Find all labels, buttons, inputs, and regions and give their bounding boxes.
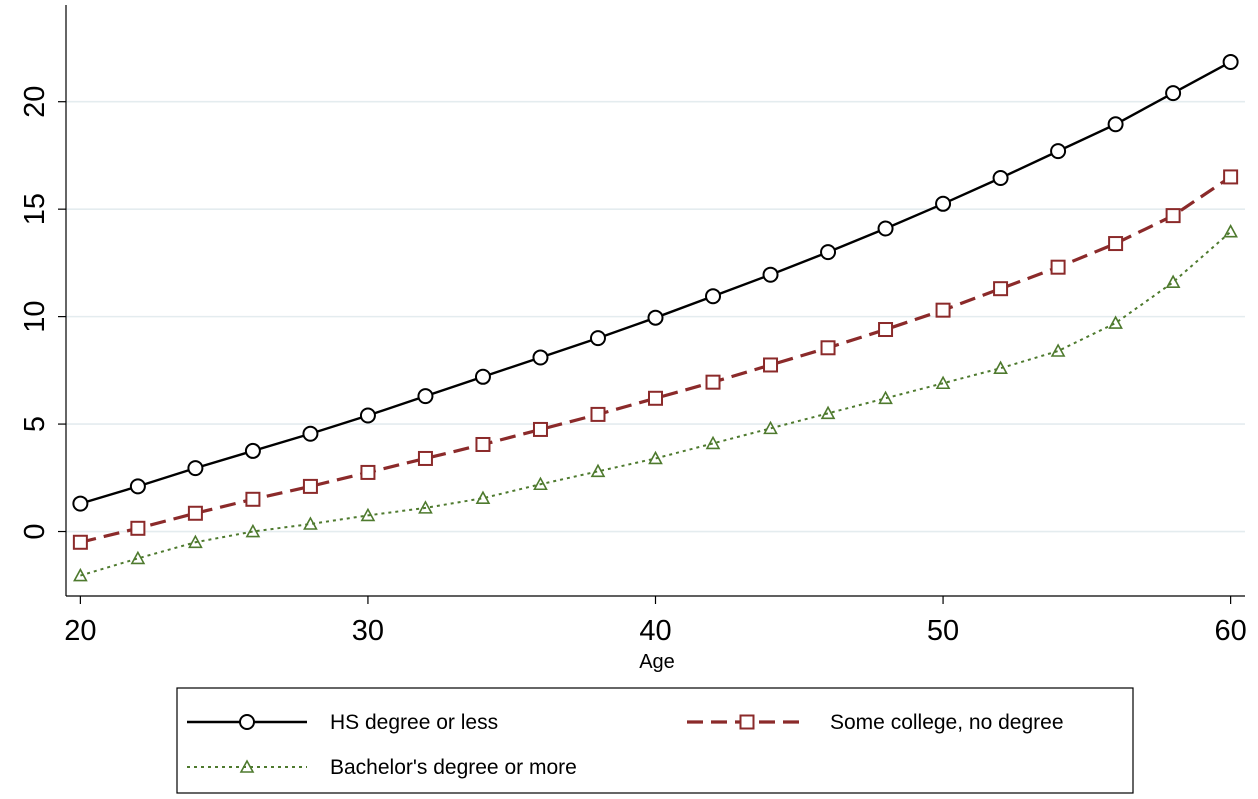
data-point (188, 534, 203, 549)
data-point (359, 407, 376, 424)
data-point (302, 425, 319, 442)
data-point (239, 759, 255, 773)
data-point (1165, 274, 1181, 289)
data-point (935, 302, 951, 318)
legend-label: Some college, no degree (830, 711, 1064, 734)
data-point (417, 388, 434, 405)
data-point (244, 442, 261, 459)
data-point (762, 266, 779, 283)
data-point (1050, 259, 1066, 275)
series-line (80, 230, 1232, 577)
x-tick-label: 40 (639, 615, 671, 647)
data-point (1050, 143, 1067, 160)
data-point (1108, 315, 1123, 329)
data-point (820, 405, 836, 420)
data-point (877, 220, 894, 237)
y-tick-label: 15 (19, 193, 51, 225)
data-point (72, 534, 88, 550)
data-point (73, 567, 88, 582)
data-point (475, 436, 491, 452)
series-group (72, 53, 1239, 582)
data-point (1165, 208, 1181, 224)
data-point (130, 520, 146, 536)
x-tick-label: 50 (927, 615, 959, 647)
y-tick-label: 20 (19, 86, 51, 118)
data-point (130, 550, 146, 565)
data-point (239, 714, 255, 730)
series-1 (72, 53, 1239, 512)
y-tick-label: 0 (19, 523, 51, 539)
data-point (590, 463, 606, 478)
data-point (187, 460, 204, 477)
y-tick-label: 5 (19, 416, 51, 432)
data-point (72, 495, 89, 512)
data-point (878, 390, 893, 405)
data-point (533, 476, 548, 491)
legend-item-1: HS degree or less (187, 711, 498, 734)
data-point (763, 420, 778, 435)
data-point (878, 322, 894, 338)
x-tick-label: 60 (1214, 615, 1246, 647)
data-point (245, 523, 261, 538)
data-point (705, 374, 721, 390)
data-point (993, 360, 1008, 374)
series-2 (72, 169, 1239, 550)
data-point (935, 375, 951, 390)
data-point (739, 714, 755, 730)
data-point (532, 421, 548, 437)
data-point (417, 450, 433, 466)
data-point (245, 491, 261, 507)
legend-item-2: Some college, no degree (687, 711, 1064, 734)
x-tick-label: 20 (64, 615, 96, 647)
data-point (1165, 85, 1182, 102)
series-line (80, 175, 1232, 544)
data-point (360, 507, 376, 522)
legend-box (176, 687, 1134, 794)
data-point (187, 505, 203, 521)
data-point (820, 244, 837, 261)
legend: HS degree or less Some college, no degree… (176, 687, 1134, 794)
data-point (1222, 53, 1239, 70)
data-point (763, 357, 779, 373)
data-point (1050, 343, 1066, 357)
x-tick-label: 30 (352, 615, 384, 647)
series-3 (73, 224, 1238, 582)
data-point (1108, 236, 1124, 252)
data-point (1107, 116, 1124, 133)
data-point (590, 406, 606, 422)
data-point (705, 435, 721, 450)
data-point (129, 478, 146, 495)
data-point (647, 309, 664, 326)
legend-label: Bachelor's degree or more (330, 756, 577, 779)
data-point (475, 490, 491, 505)
data-point (418, 500, 433, 514)
data-point (992, 170, 1009, 187)
data-point (648, 390, 663, 406)
data-point (589, 330, 606, 347)
data-point (705, 288, 722, 305)
legend-item-3: Bachelor's degree or more (187, 756, 577, 779)
x-axis-title: Age (639, 651, 675, 673)
data-point (935, 195, 952, 212)
data-point (474, 368, 491, 385)
axes: 0 5 10 15 20 20 30 40 50 60 (19, 5, 1247, 647)
data-point (1223, 169, 1239, 185)
data-point (1223, 224, 1238, 238)
data-point (820, 340, 836, 356)
data-point (302, 478, 318, 494)
data-point (360, 464, 376, 480)
y-tick-label: 10 (19, 300, 51, 332)
data-point (993, 281, 1009, 297)
data-point (532, 349, 549, 366)
legend-label: HS degree or less (330, 711, 498, 734)
data-point (648, 450, 663, 465)
data-point (303, 516, 318, 530)
